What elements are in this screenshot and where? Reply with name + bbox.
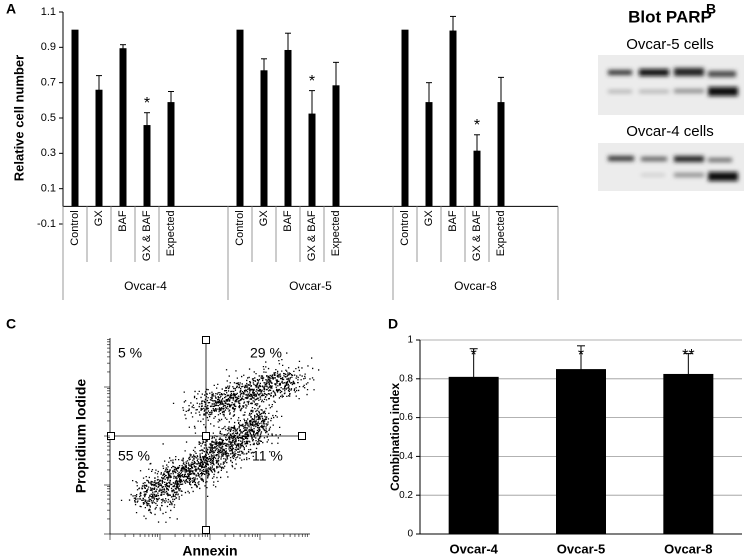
y-tick-label: 0.6 xyxy=(399,412,413,423)
significance: * xyxy=(144,95,150,112)
y-axis-label: Combination index xyxy=(388,383,402,491)
bar xyxy=(473,150,481,207)
quadrant-label: 11 % xyxy=(252,448,283,464)
bar xyxy=(425,102,433,207)
y-axis-label: Relative cell number xyxy=(11,55,26,181)
x-tick-label: Expected xyxy=(165,210,177,256)
x-tick-label: GX xyxy=(423,210,435,227)
x-tick-label: Control xyxy=(234,210,246,245)
bar xyxy=(308,113,316,207)
blot-image xyxy=(598,55,744,191)
y-tick-label: 0.5 xyxy=(41,112,56,124)
bar xyxy=(663,373,714,534)
panel-letter: B xyxy=(706,1,716,17)
quadrant-label: 5 % xyxy=(118,345,142,361)
y-tick-label: 0.4 xyxy=(399,451,413,462)
panel-letter: A xyxy=(6,1,16,17)
x-tick-label: GX & BAF xyxy=(471,210,483,261)
y-tick-label: -0.1 xyxy=(37,218,56,230)
x-tick-label: GX & BAF xyxy=(306,210,318,261)
y-tick-label: 1.1 xyxy=(41,6,56,18)
group-label: Ovcar-4 xyxy=(124,279,167,293)
x-tick-label: Control xyxy=(399,210,411,245)
x-tick-label: BAF xyxy=(282,210,294,232)
y-tick-label: 0.3 xyxy=(41,147,56,159)
group-label: Ovcar-5 xyxy=(289,279,332,293)
panel-letter: C xyxy=(6,316,16,332)
gate-handle xyxy=(202,526,210,534)
significance: * xyxy=(474,117,480,134)
gate-handle xyxy=(202,336,210,344)
bar xyxy=(71,29,79,207)
bar xyxy=(260,70,268,207)
x-tick-label: Expected xyxy=(330,210,342,256)
y-tick-label: 0.8 xyxy=(399,373,413,384)
y-tick-label: 0.7 xyxy=(41,77,56,89)
bar xyxy=(167,102,175,207)
bar xyxy=(497,102,505,207)
bar xyxy=(284,49,292,207)
x-tick-label: BAF xyxy=(117,210,129,232)
y-axis-label: Propidium Iodide xyxy=(73,379,89,494)
significance: ** xyxy=(682,347,694,364)
y-tick-label: 0.1 xyxy=(41,183,56,195)
x-tick-label: BAF xyxy=(447,210,459,232)
bar xyxy=(449,30,457,207)
bar xyxy=(143,125,151,207)
y-tick-label: 0.2 xyxy=(399,490,413,501)
x-axis-label: Annexin xyxy=(182,543,237,559)
x-tick-label: Ovcar-8 xyxy=(664,541,712,556)
bar xyxy=(119,48,127,207)
gate-handle xyxy=(202,432,210,440)
significance: * xyxy=(578,347,584,364)
x-tick-label: Control xyxy=(69,210,81,245)
x-tick-label: Ovcar-5 xyxy=(557,541,605,556)
bar xyxy=(236,29,244,207)
gate-handle xyxy=(298,432,306,440)
y-tick-label: 1 xyxy=(407,335,413,346)
x-tick-label: GX xyxy=(258,210,270,227)
bar xyxy=(332,85,340,207)
bar xyxy=(556,369,606,534)
group-label: Ovcar-8 xyxy=(454,279,497,293)
y-tick-label: 0 xyxy=(407,529,413,540)
flow-events xyxy=(120,352,320,523)
blot-label: Ovcar-5 cells xyxy=(626,36,714,53)
significance: * xyxy=(309,73,315,90)
x-tick-label: GX xyxy=(93,210,105,227)
x-tick-label: Expected xyxy=(495,210,507,256)
blot-title: Blot PARP xyxy=(628,7,712,26)
panel-letter: D xyxy=(388,316,398,332)
blot-label: Ovcar-4 cells xyxy=(626,123,714,140)
y-tick-label: 0.9 xyxy=(41,41,56,53)
x-tick-label: GX & BAF xyxy=(141,210,153,261)
x-tick-label: Ovcar-4 xyxy=(449,541,498,556)
quadrant-label: 55 % xyxy=(118,448,150,464)
significance: * xyxy=(471,347,477,364)
quadrant-label: 29 % xyxy=(250,345,282,361)
bar xyxy=(95,89,103,207)
bar xyxy=(401,29,409,207)
